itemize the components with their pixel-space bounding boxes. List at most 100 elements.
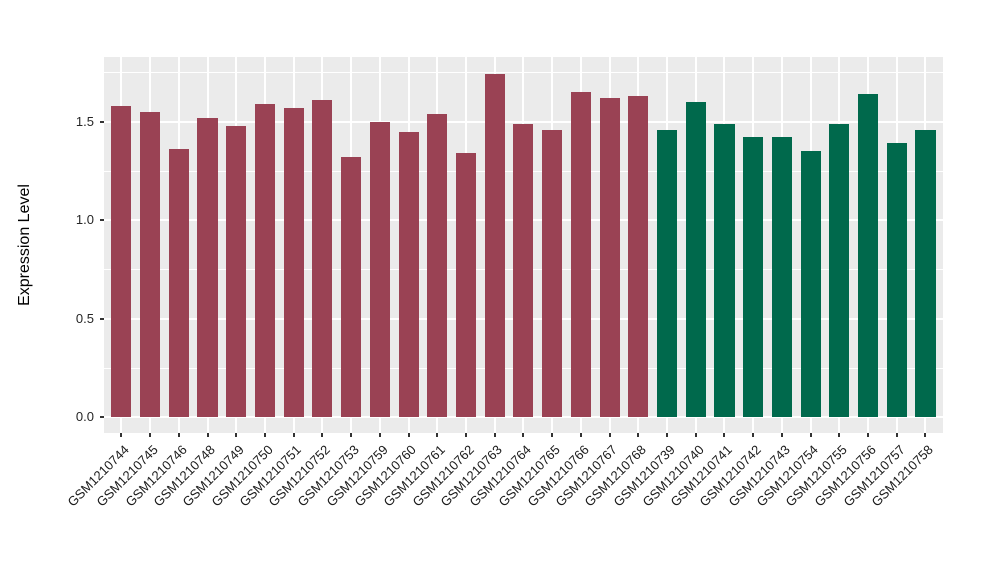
bar-slot <box>911 57 940 417</box>
x-tick-slot <box>624 433 653 438</box>
bar-GSM1210756 <box>858 94 879 417</box>
x-tick-slot <box>193 433 222 438</box>
bar-slot <box>107 57 136 417</box>
bar-GSM1210759 <box>369 121 390 417</box>
x-tick-mark <box>464 433 467 437</box>
bar-slot <box>681 57 710 417</box>
x-tick-slot <box>796 433 825 438</box>
y-tick-mark <box>100 416 104 418</box>
bar-GSM1210764 <box>513 123 534 417</box>
x-tick-slot <box>567 433 596 438</box>
x-tick-mark <box>924 433 927 437</box>
bar-slot <box>796 57 825 417</box>
y-tick-label-0.0: 0.0 <box>75 409 94 424</box>
bar-slot <box>222 57 251 417</box>
bar-slot <box>136 57 165 417</box>
bar-GSM1210760 <box>398 131 419 417</box>
x-tick-slot <box>164 433 193 438</box>
bar-slot <box>825 57 854 417</box>
x-tick-slot <box>768 433 797 438</box>
bar-slot <box>882 57 911 417</box>
x-tick-mark <box>522 433 525 437</box>
x-tick-mark <box>809 433 812 437</box>
bar-slot <box>567 57 596 417</box>
bar-slot <box>193 57 222 417</box>
x-tick-slot <box>423 433 452 438</box>
x-tick-slot <box>681 433 710 438</box>
bar-GSM1210739 <box>656 129 678 417</box>
x-tick-mark <box>838 433 841 437</box>
x-tick-mark <box>723 433 726 437</box>
bar-GSM1210762 <box>455 153 477 417</box>
bar-slot <box>768 57 797 417</box>
y-axis: 0.0 0.5 1.0 1.5 <box>0 57 104 433</box>
bar-slot <box>624 57 653 417</box>
bar-GSM1210748 <box>197 117 218 417</box>
x-tick-mark <box>120 433 123 437</box>
bar-GSM1210761 <box>427 113 448 417</box>
bar-slot <box>251 57 280 417</box>
x-tick-mark <box>350 433 353 437</box>
bar-slot <box>394 57 423 417</box>
x-tick-slot <box>911 433 940 438</box>
bar-slot <box>279 57 308 417</box>
x-tick-slot <box>825 433 854 438</box>
x-axis-labels: GSM1210744 GSM1210745 GSM1210746 GSM1210748… <box>65 438 940 568</box>
y-tick-label-1.0: 1.0 <box>75 212 94 228</box>
x-tick-mark <box>694 433 697 437</box>
bar-slot <box>308 57 337 417</box>
bar-slot <box>365 57 394 417</box>
bar-slot <box>509 57 538 417</box>
bar-slot <box>595 57 624 417</box>
x-tick-mark <box>177 433 180 437</box>
bar-slot <box>480 57 509 417</box>
x-tick-mark <box>780 433 783 437</box>
y-tick-mark <box>100 317 104 320</box>
x-tick-mark <box>378 433 381 437</box>
bar-GSM1210757 <box>886 143 907 417</box>
bar-GSM1210766 <box>570 92 591 417</box>
x-tick-slot <box>394 433 423 438</box>
x-tick-slot <box>365 433 394 438</box>
x-tick-mark <box>292 433 295 437</box>
x-tick-slot <box>222 433 251 438</box>
bar-GSM1210755 <box>829 123 850 417</box>
bar-slot <box>710 57 739 417</box>
x-tick-mark <box>752 433 755 437</box>
x-tick-slot <box>538 433 567 438</box>
x-tick-slot <box>452 433 481 438</box>
bar-slot <box>653 57 682 417</box>
y-tick-label-0.5: 0.5 <box>75 310 94 326</box>
x-label-slot: GSM1210758 <box>869 438 940 568</box>
x-tick-mark <box>206 433 209 437</box>
bar-GSM1210749 <box>226 125 247 417</box>
bar-GSM1210754 <box>800 151 821 417</box>
x-tick-slot <box>595 433 624 438</box>
bar-slot <box>739 57 768 417</box>
x-tick-mark <box>235 433 238 437</box>
x-tick-slot <box>854 433 883 438</box>
x-tick-mark <box>551 433 554 437</box>
bars-layer <box>107 57 940 417</box>
bar-GSM1210745 <box>140 111 161 417</box>
x-tick-mark <box>608 433 611 437</box>
bar-GSM1210751 <box>283 107 304 417</box>
x-tick-mark <box>149 433 152 437</box>
y-tick-label-1.5: 1.5 <box>75 113 94 129</box>
bar-GSM1210752 <box>312 100 333 417</box>
bar-GSM1210753 <box>341 157 362 417</box>
bar-slot <box>423 57 452 417</box>
plot-panel <box>104 57 943 433</box>
bar-GSM1210743 <box>771 137 792 417</box>
x-tick-slot <box>107 433 136 438</box>
y-tick-mark <box>100 120 104 123</box>
x-tick-mark <box>436 433 439 437</box>
x-tick-slot <box>509 433 538 438</box>
x-tick-slot <box>251 433 280 438</box>
x-tick-mark <box>666 433 669 437</box>
bar-slot <box>452 57 481 417</box>
x-tick-mark <box>493 433 496 437</box>
x-tick-slot <box>882 433 911 438</box>
x-tick-slot <box>710 433 739 438</box>
